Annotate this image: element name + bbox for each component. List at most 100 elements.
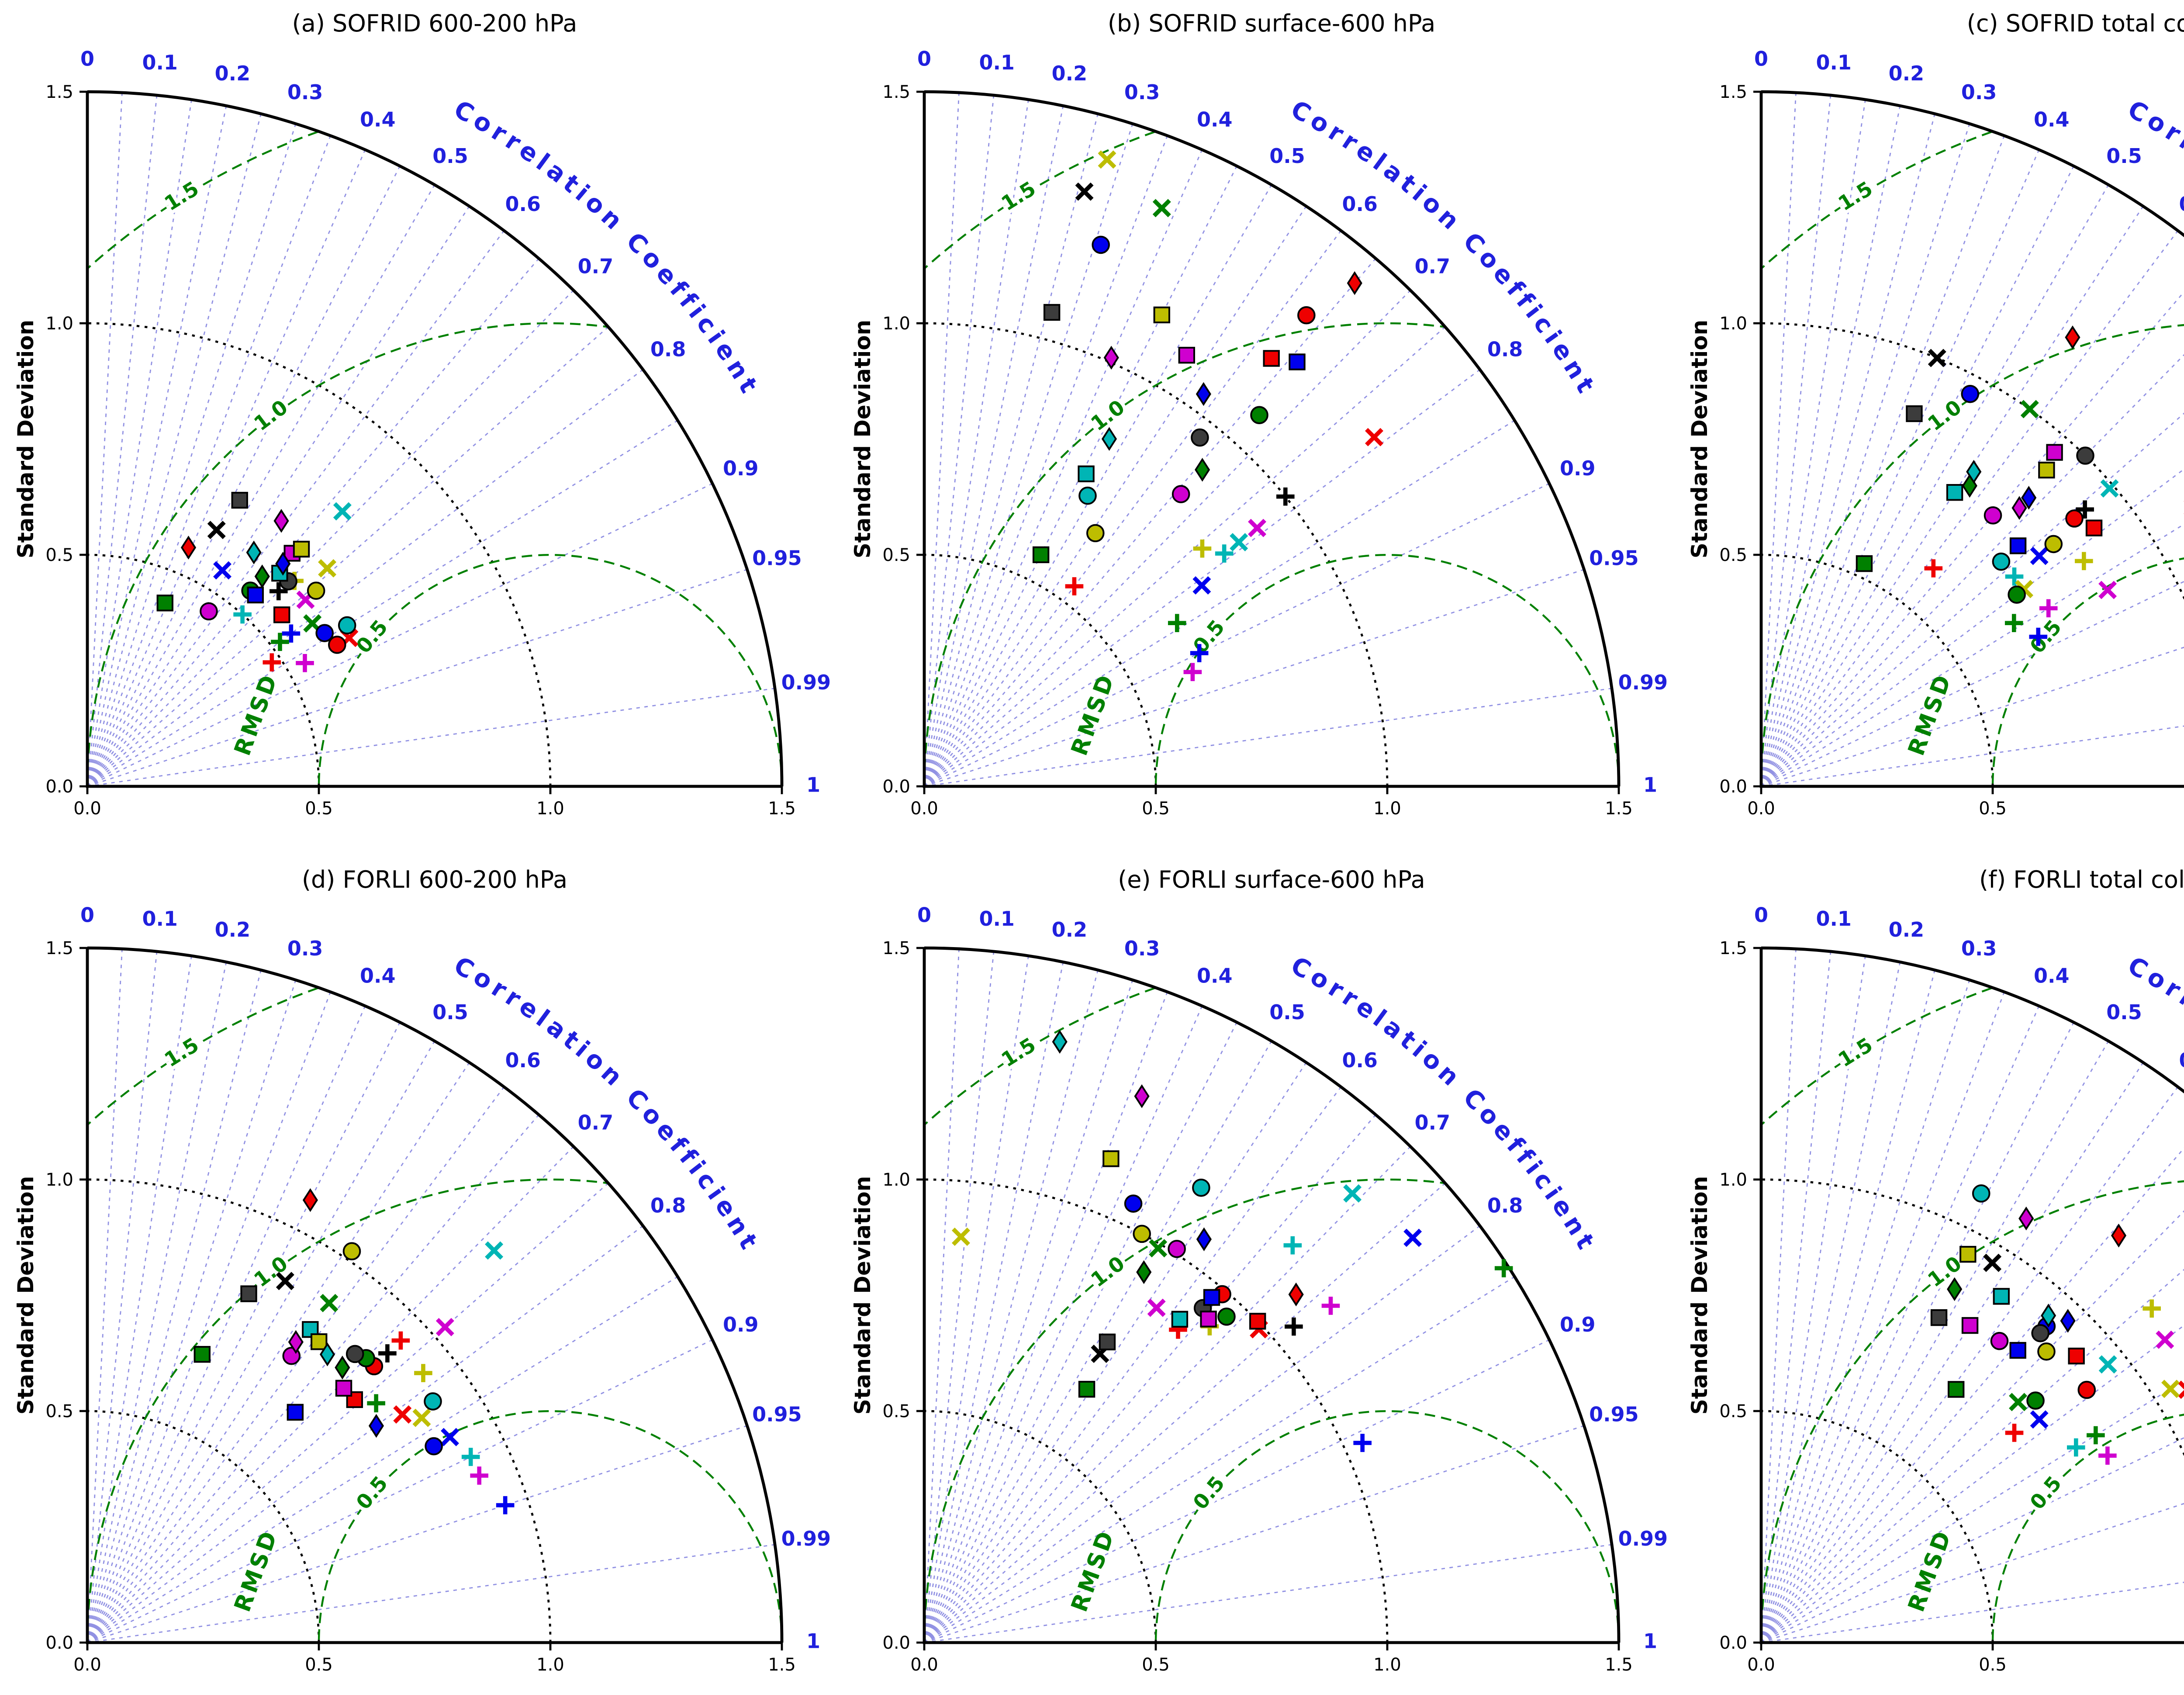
point-tokyo [2037, 1342, 2056, 1361]
corr-tick-label: 0.5 [1269, 144, 1305, 168]
std-arcs [87, 1178, 552, 1643]
point-chicago [1993, 1288, 2010, 1305]
corr-tick-label: 0.4 [360, 107, 396, 131]
point-detroit [335, 1380, 352, 1397]
point-chicago [1946, 484, 1963, 501]
corr-tick-label: 0.3 [1124, 80, 1160, 104]
corr-tick-label: 0.2 [215, 62, 251, 85]
corr-tick-label: 0.6 [505, 192, 541, 216]
axes [79, 946, 784, 1650]
point-caracas [1183, 663, 1202, 681]
point-jeddah [1152, 199, 1171, 218]
corr-tick-label: 0.8 [650, 337, 686, 361]
point-new-york [1249, 1313, 1266, 1330]
x-tick-label: 1.5 [768, 1655, 796, 1675]
point-boston [1102, 1150, 1120, 1167]
taylor-panel-f: 0.51.01.5RMSD0.00.00.50.51.01.01.51.500.… [1687, 866, 2184, 1675]
points [1930, 1184, 2184, 1465]
x-tick-label: 0.5 [1142, 1655, 1170, 1675]
point-taipei [2156, 1330, 2174, 1349]
point-madrid [247, 586, 264, 604]
rmsd-contour-label: 0.5 [1188, 1472, 1229, 1514]
point-osaka [338, 616, 356, 635]
point-tokyo [1086, 524, 1105, 543]
corr-tick-label: 0.9 [723, 1313, 759, 1336]
point-toronto [1099, 1333, 1116, 1351]
point-vancouver [2065, 325, 2080, 349]
point-paris [368, 1414, 384, 1438]
point-amsterdam [2018, 1206, 2034, 1231]
point-atlanta [2026, 1391, 2045, 1410]
corr-tick-label: 0.7 [578, 1111, 614, 1135]
corr-tick-label: 0 [80, 903, 94, 927]
point-boston [1959, 1245, 1977, 1263]
point-toronto [240, 1285, 257, 1302]
point-addis-ababa [2005, 567, 2024, 586]
std-arcs [87, 322, 552, 787]
point-manila [2178, 1380, 2184, 1399]
x-tick-label: 0.5 [1979, 1655, 2007, 1675]
point-dusseldorf [2041, 1304, 2056, 1328]
y-tick-label: 1.5 [45, 938, 73, 958]
point-philadelphia [2076, 446, 2094, 465]
rmsd-axis-label: RMSD [1903, 670, 1957, 759]
x-tick-label: 0.5 [305, 799, 333, 819]
corr-tick-label: 0.2 [1889, 918, 1925, 941]
point-toronto [1930, 1309, 1948, 1326]
point-manila [393, 1405, 412, 1424]
point-lagos [2087, 1426, 2105, 1445]
y-tick-label: 1.0 [45, 1170, 73, 1190]
point-tokyo [2044, 535, 2063, 553]
corr-tick-label: 0.5 [2106, 144, 2142, 168]
point-dallas [1297, 306, 1316, 325]
point-lagos [2004, 614, 2023, 632]
taylor-panel-c: 0.51.01.5RMSD0.00.00.50.51.01.01.51.500.… [1687, 10, 2184, 819]
x-tick-label: 0.0 [910, 799, 938, 819]
y-tick-label: 0.0 [1719, 1633, 1747, 1653]
point-bogota [1924, 559, 1943, 578]
point-hong-kong [333, 502, 352, 521]
point-tokyo [1133, 1225, 1151, 1243]
point-chicago [302, 1321, 319, 1338]
point-kuwait-city [425, 1437, 443, 1456]
point-osaka [1078, 486, 1097, 505]
point-manila [1365, 428, 1383, 446]
point-atlanta [1250, 406, 1268, 424]
point-vancouver [1288, 1282, 1304, 1307]
corr-axis-label: Correlation Coefficient [2123, 951, 2184, 1258]
std-axis-label: Standard Deviation [13, 1176, 38, 1415]
point-amsterdam [273, 509, 289, 533]
y-tick-label: 1.0 [882, 1170, 910, 1190]
corr-axis-label: Correlation Coefficient [449, 95, 765, 401]
point-caracas [2098, 1446, 2117, 1465]
corr-tick-label: 1 [806, 1629, 820, 1653]
panel-title: (c) SOFRID total column [1967, 10, 2184, 37]
point-chicago [1171, 1311, 1189, 1328]
point-madrid [1289, 353, 1306, 370]
point-lagos [1168, 614, 1186, 632]
point-philadelphia [346, 1345, 364, 1363]
y-tick-label: 0.5 [45, 545, 73, 565]
y-tick-label: 0.5 [1719, 545, 1747, 565]
point-bogota [1065, 577, 1084, 595]
point-kuwait-city [1092, 235, 1110, 254]
corr-tick-label: 0.6 [2179, 192, 2184, 216]
point-boston [2038, 461, 2055, 479]
corr-lines [1760, 92, 2184, 787]
point-new-york [2085, 519, 2103, 536]
point-dallas [2065, 509, 2084, 528]
x-tick-label: 1.5 [1605, 799, 1633, 819]
corr-tick-label: 0.95 [1589, 1403, 1639, 1426]
point-bangkok [440, 1428, 459, 1446]
point-philadelphia [2031, 1324, 2049, 1342]
std-arcs [1761, 1178, 2184, 1643]
x-tick-label: 1.0 [1373, 1655, 1401, 1675]
point-lagos [1494, 1259, 1513, 1277]
rmsd-contour-label: 1.5 [997, 1033, 1040, 1072]
point-kuwait-city [315, 624, 334, 642]
corr-tick-label: 0.7 [578, 255, 614, 278]
y-tick-label: 0.5 [1719, 1401, 1747, 1422]
point-frankfurt [1136, 1260, 1152, 1284]
point-dubai [1928, 349, 1946, 367]
point-new-york [273, 606, 290, 623]
